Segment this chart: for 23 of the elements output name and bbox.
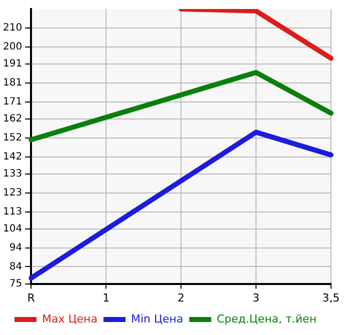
y-tick-label: 152 <box>2 132 22 144</box>
y-tick-label: 133 <box>2 168 22 180</box>
x-tick-label: 3,5 <box>322 291 340 304</box>
y-tick-label: 210 <box>2 22 22 34</box>
legend-label: Min Цена <box>130 312 184 326</box>
y-tick-label: 123 <box>2 187 22 198</box>
y-tick-label: 94 <box>9 242 22 254</box>
y-tick-label: 200 <box>2 41 22 52</box>
x-tick-label: 1 <box>102 291 110 304</box>
legend-label: Сред.Цена, т.йен <box>216 312 317 326</box>
x-tick-label: 3 <box>252 291 260 304</box>
legend-label: Max Цена <box>42 312 98 326</box>
y-tick-label: 75 <box>9 278 22 290</box>
y-tick-label: 113 <box>2 206 22 218</box>
x-tick-label: 2 <box>178 291 185 304</box>
x-tick-label: R <box>27 291 36 304</box>
y-tick-label: 162 <box>2 114 22 125</box>
y-tick-label: 142 <box>2 151 22 162</box>
y-tick-label: 171 <box>2 96 22 108</box>
y-tick-label: 191 <box>2 58 22 70</box>
y-tick-label: 84 <box>9 261 22 272</box>
y-tick-label: 104 <box>2 223 22 234</box>
y-tick-label: 181 <box>2 78 22 89</box>
